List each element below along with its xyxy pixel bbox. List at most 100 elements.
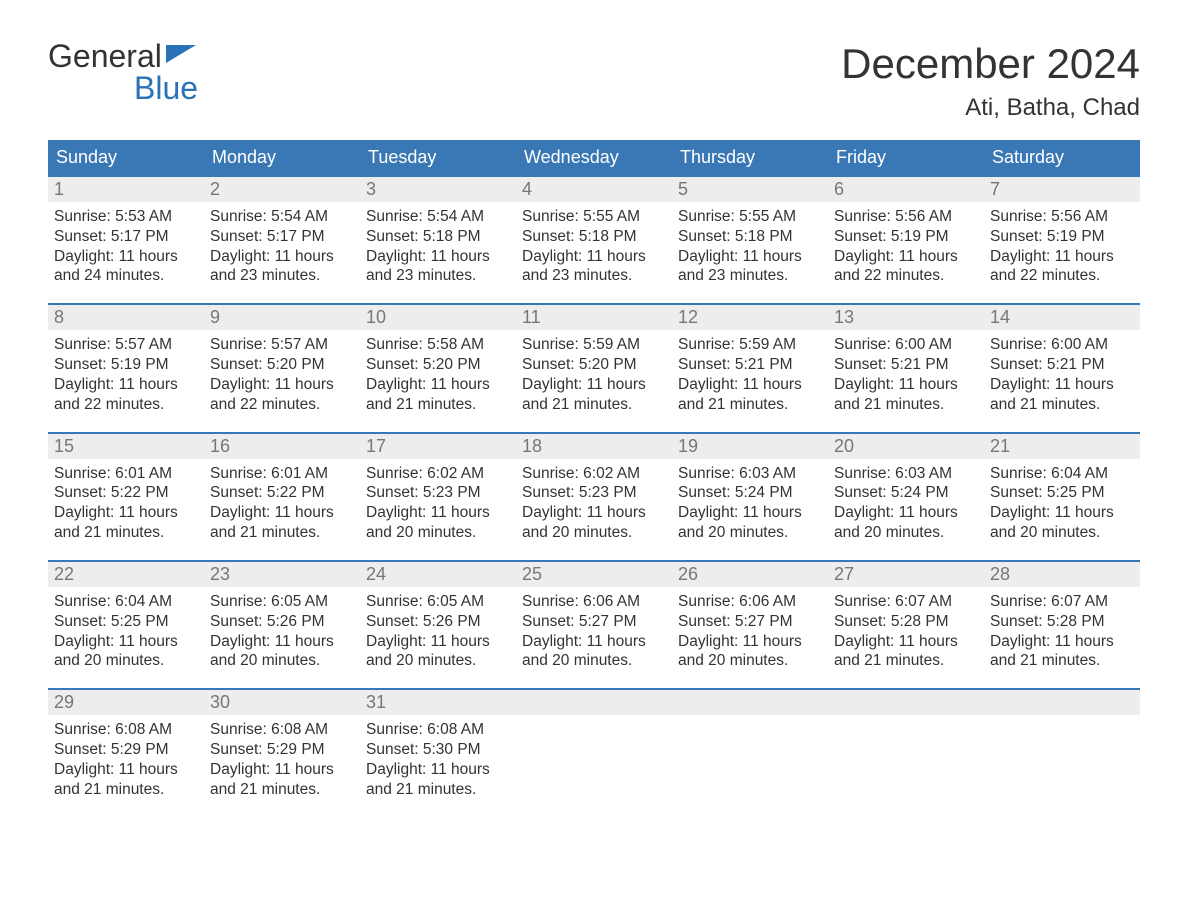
logo-flag-icon xyxy=(166,40,196,72)
day-number: 31 xyxy=(360,690,516,715)
sunrise-text: Sunrise: 6:04 AM xyxy=(54,592,198,612)
sunset-text: Sunset: 5:28 PM xyxy=(990,612,1134,632)
daylight-line1: Daylight: 11 hours xyxy=(522,632,666,652)
day-body: Sunrise: 5:56 AMSunset: 5:19 PMDaylight:… xyxy=(984,202,1140,291)
day-number-empty xyxy=(984,690,1140,715)
day-body: Sunrise: 5:59 AMSunset: 5:21 PMDaylight:… xyxy=(672,330,828,419)
daylight-line2: and 21 minutes. xyxy=(210,523,354,543)
sunrise-text: Sunrise: 6:00 AM xyxy=(990,335,1134,355)
day-body: Sunrise: 5:55 AMSunset: 5:18 PMDaylight:… xyxy=(516,202,672,291)
day-number: 10 xyxy=(360,305,516,330)
day-cell: 1Sunrise: 5:53 AMSunset: 5:17 PMDaylight… xyxy=(48,177,204,291)
daylight-line1: Daylight: 11 hours xyxy=(834,375,978,395)
daylight-line1: Daylight: 11 hours xyxy=(54,760,198,780)
day-body: Sunrise: 6:02 AMSunset: 5:23 PMDaylight:… xyxy=(516,459,672,548)
day-number: 12 xyxy=(672,305,828,330)
day-number: 15 xyxy=(48,434,204,459)
daylight-line2: and 20 minutes. xyxy=(54,651,198,671)
day-cell: 28Sunrise: 6:07 AMSunset: 5:28 PMDayligh… xyxy=(984,562,1140,676)
daylight-line1: Daylight: 11 hours xyxy=(678,375,822,395)
daylight-line1: Daylight: 11 hours xyxy=(990,247,1134,267)
sunset-text: Sunset: 5:30 PM xyxy=(366,740,510,760)
daylight-line1: Daylight: 11 hours xyxy=(210,760,354,780)
day-body: Sunrise: 6:03 AMSunset: 5:24 PMDaylight:… xyxy=(828,459,984,548)
daylight-line2: and 21 minutes. xyxy=(834,651,978,671)
day-number: 13 xyxy=(828,305,984,330)
sunset-text: Sunset: 5:25 PM xyxy=(990,483,1134,503)
sunset-text: Sunset: 5:21 PM xyxy=(678,355,822,375)
day-body: Sunrise: 6:08 AMSunset: 5:29 PMDaylight:… xyxy=(48,715,204,804)
sunrise-text: Sunrise: 6:08 AM xyxy=(210,720,354,740)
sunset-text: Sunset: 5:22 PM xyxy=(54,483,198,503)
sunrise-text: Sunrise: 6:00 AM xyxy=(834,335,978,355)
day-cell: 21Sunrise: 6:04 AMSunset: 5:25 PMDayligh… xyxy=(984,434,1140,548)
sunset-text: Sunset: 5:17 PM xyxy=(210,227,354,247)
weekday-header: Sunday xyxy=(48,140,204,175)
sunset-text: Sunset: 5:21 PM xyxy=(834,355,978,375)
weekday-header: Monday xyxy=(204,140,360,175)
day-number: 5 xyxy=(672,177,828,202)
daylight-line2: and 21 minutes. xyxy=(990,651,1134,671)
day-number: 7 xyxy=(984,177,1140,202)
sunset-text: Sunset: 5:29 PM xyxy=(54,740,198,760)
sunset-text: Sunset: 5:23 PM xyxy=(366,483,510,503)
daylight-line1: Daylight: 11 hours xyxy=(210,247,354,267)
day-cell: 7Sunrise: 5:56 AMSunset: 5:19 PMDaylight… xyxy=(984,177,1140,291)
day-cell: 27Sunrise: 6:07 AMSunset: 5:28 PMDayligh… xyxy=(828,562,984,676)
day-cell: 15Sunrise: 6:01 AMSunset: 5:22 PMDayligh… xyxy=(48,434,204,548)
day-cell: 17Sunrise: 6:02 AMSunset: 5:23 PMDayligh… xyxy=(360,434,516,548)
day-body: Sunrise: 5:58 AMSunset: 5:20 PMDaylight:… xyxy=(360,330,516,419)
day-cell: 20Sunrise: 6:03 AMSunset: 5:24 PMDayligh… xyxy=(828,434,984,548)
day-number: 20 xyxy=(828,434,984,459)
day-cell: 9Sunrise: 5:57 AMSunset: 5:20 PMDaylight… xyxy=(204,305,360,419)
daylight-line1: Daylight: 11 hours xyxy=(522,503,666,523)
day-body: Sunrise: 5:57 AMSunset: 5:19 PMDaylight:… xyxy=(48,330,204,419)
daylight-line1: Daylight: 11 hours xyxy=(990,632,1134,652)
sunrise-text: Sunrise: 5:55 AM xyxy=(522,207,666,227)
daylight-line2: and 21 minutes. xyxy=(678,395,822,415)
sunrise-text: Sunrise: 5:54 AM xyxy=(366,207,510,227)
daylight-line1: Daylight: 11 hours xyxy=(834,632,978,652)
sunrise-text: Sunrise: 6:05 AM xyxy=(210,592,354,612)
day-cell: 22Sunrise: 6:04 AMSunset: 5:25 PMDayligh… xyxy=(48,562,204,676)
day-cell: 29Sunrise: 6:08 AMSunset: 5:29 PMDayligh… xyxy=(48,690,204,804)
day-body: Sunrise: 6:04 AMSunset: 5:25 PMDaylight:… xyxy=(48,587,204,676)
day-cell: 25Sunrise: 6:06 AMSunset: 5:27 PMDayligh… xyxy=(516,562,672,676)
day-number-empty xyxy=(828,690,984,715)
weeks-container: 1Sunrise: 5:53 AMSunset: 5:17 PMDaylight… xyxy=(48,175,1140,805)
day-number: 3 xyxy=(360,177,516,202)
daylight-line2: and 20 minutes. xyxy=(366,651,510,671)
day-cell: 26Sunrise: 6:06 AMSunset: 5:27 PMDayligh… xyxy=(672,562,828,676)
sunset-text: Sunset: 5:29 PM xyxy=(210,740,354,760)
sunset-text: Sunset: 5:19 PM xyxy=(834,227,978,247)
logo: General Blue xyxy=(48,40,198,104)
sunrise-text: Sunrise: 6:06 AM xyxy=(678,592,822,612)
daylight-line1: Daylight: 11 hours xyxy=(678,632,822,652)
sunrise-text: Sunrise: 5:57 AM xyxy=(210,335,354,355)
header: General Blue December 2024 Ati, Batha, C… xyxy=(48,40,1140,122)
sunrise-text: Sunrise: 6:08 AM xyxy=(366,720,510,740)
week-row: 29Sunrise: 6:08 AMSunset: 5:29 PMDayligh… xyxy=(48,688,1140,804)
day-number: 18 xyxy=(516,434,672,459)
day-body: Sunrise: 5:56 AMSunset: 5:19 PMDaylight:… xyxy=(828,202,984,291)
day-cell: 18Sunrise: 6:02 AMSunset: 5:23 PMDayligh… xyxy=(516,434,672,548)
day-cell xyxy=(672,690,828,804)
daylight-line2: and 20 minutes. xyxy=(678,523,822,543)
daylight-line2: and 23 minutes. xyxy=(366,266,510,286)
sunset-text: Sunset: 5:19 PM xyxy=(990,227,1134,247)
day-number: 9 xyxy=(204,305,360,330)
sunrise-text: Sunrise: 6:03 AM xyxy=(678,464,822,484)
weekday-header: Tuesday xyxy=(360,140,516,175)
daylight-line2: and 22 minutes. xyxy=(210,395,354,415)
sunrise-text: Sunrise: 5:56 AM xyxy=(990,207,1134,227)
day-body: Sunrise: 6:01 AMSunset: 5:22 PMDaylight:… xyxy=(48,459,204,548)
day-cell: 6Sunrise: 5:56 AMSunset: 5:19 PMDaylight… xyxy=(828,177,984,291)
daylight-line1: Daylight: 11 hours xyxy=(522,247,666,267)
sunrise-text: Sunrise: 6:01 AM xyxy=(54,464,198,484)
daylight-line1: Daylight: 11 hours xyxy=(678,503,822,523)
day-body: Sunrise: 6:03 AMSunset: 5:24 PMDaylight:… xyxy=(672,459,828,548)
daylight-line1: Daylight: 11 hours xyxy=(522,375,666,395)
day-number: 1 xyxy=(48,177,204,202)
weekday-header: Friday xyxy=(828,140,984,175)
daylight-line1: Daylight: 11 hours xyxy=(678,247,822,267)
